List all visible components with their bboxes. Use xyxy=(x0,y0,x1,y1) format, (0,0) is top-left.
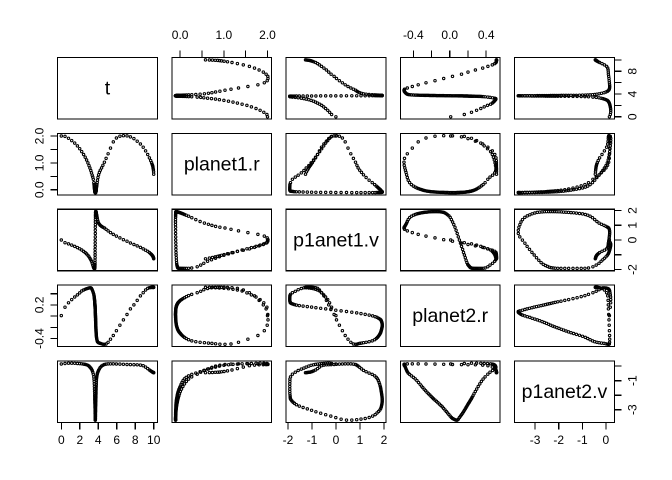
svg-text:-0.4: -0.4 xyxy=(403,28,424,42)
svg-text:-3: -3 xyxy=(530,433,541,447)
svg-text:0: 0 xyxy=(58,433,65,447)
svg-text:-2: -2 xyxy=(625,264,639,275)
svg-text:-1: -1 xyxy=(577,433,588,447)
svg-text:1: 1 xyxy=(625,222,639,229)
svg-text:0.0: 0.0 xyxy=(32,181,46,198)
svg-text:8: 8 xyxy=(132,433,139,447)
svg-text:2: 2 xyxy=(625,207,639,214)
svg-text:0.4: 0.4 xyxy=(478,28,495,42)
svg-text:p1anet1.v: p1anet1.v xyxy=(293,229,379,251)
svg-text:6: 6 xyxy=(113,433,120,447)
svg-text:0: 0 xyxy=(333,433,340,447)
svg-text:2: 2 xyxy=(381,433,388,447)
svg-text:-2: -2 xyxy=(553,433,564,447)
svg-text:p1anet2.v: p1anet2.v xyxy=(522,381,608,403)
svg-text:1.0: 1.0 xyxy=(32,154,46,171)
svg-text:t: t xyxy=(105,78,111,100)
svg-text:0.0: 0.0 xyxy=(441,28,458,42)
svg-text:0: 0 xyxy=(625,236,639,243)
svg-text:2: 2 xyxy=(76,433,83,447)
svg-text:2.0: 2.0 xyxy=(259,28,276,42)
svg-text:0: 0 xyxy=(625,113,639,120)
svg-text:4: 4 xyxy=(95,433,102,447)
svg-text:planet1.r: planet1.r xyxy=(184,153,260,175)
svg-text:-1: -1 xyxy=(625,375,639,386)
svg-text:1: 1 xyxy=(357,433,364,447)
svg-text:-1: -1 xyxy=(307,433,318,447)
svg-text:8: 8 xyxy=(625,68,639,75)
svg-text:0.2: 0.2 xyxy=(32,296,46,313)
svg-text:4: 4 xyxy=(625,90,639,97)
svg-text:-2: -2 xyxy=(283,433,294,447)
svg-text:0: 0 xyxy=(603,433,610,447)
svg-text:planet2.r: planet2.r xyxy=(412,305,488,327)
svg-text:-3: -3 xyxy=(625,404,639,415)
svg-text:10: 10 xyxy=(147,433,161,447)
svg-text:-0.4: -0.4 xyxy=(32,328,46,349)
svg-text:0.0: 0.0 xyxy=(172,28,189,42)
svg-text:2.0: 2.0 xyxy=(32,127,46,144)
svg-text:1.0: 1.0 xyxy=(215,28,232,42)
